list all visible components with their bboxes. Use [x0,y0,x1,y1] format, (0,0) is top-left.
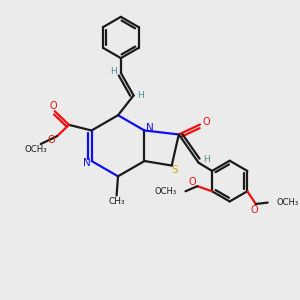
Text: H: H [137,91,144,100]
Text: O: O [47,134,55,145]
Text: N: N [146,123,154,133]
Text: O: O [50,101,57,111]
Text: OCH₃: OCH₃ [24,145,47,154]
Text: N: N [82,158,90,168]
Text: O: O [202,117,210,127]
Text: OCH₃: OCH₃ [277,198,299,207]
Text: H: H [110,67,117,76]
Text: H: H [203,155,210,164]
Text: O: O [188,177,196,187]
Text: S: S [171,165,178,175]
Text: CH₃: CH₃ [108,197,125,206]
Text: O: O [250,205,258,214]
Text: OCH₃: OCH₃ [155,187,177,196]
